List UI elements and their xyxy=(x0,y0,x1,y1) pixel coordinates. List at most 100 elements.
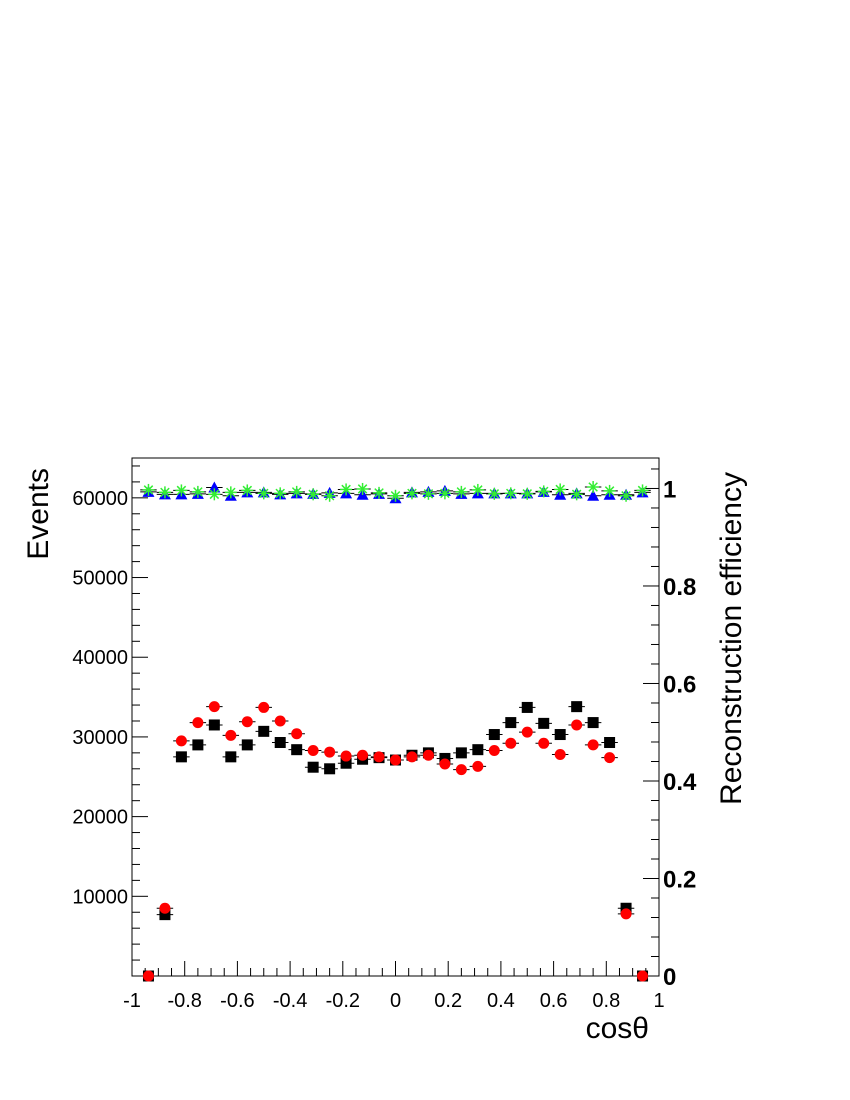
x-tick-label: -1 xyxy=(123,990,141,1012)
data-point-circle xyxy=(175,735,187,747)
data-point-star xyxy=(455,485,468,498)
x-tick-label: 0.6 xyxy=(540,990,568,1012)
data-point-circle xyxy=(406,751,418,763)
star-stroke xyxy=(604,486,615,496)
star-stroke xyxy=(357,484,368,494)
data-point-star xyxy=(191,485,204,498)
y-axis-right-title: Reconstruction efficiency xyxy=(715,472,748,805)
data-point-star xyxy=(570,488,583,501)
data-point-circle xyxy=(472,760,484,772)
data-point-star xyxy=(175,484,188,497)
y-left-tick-label: 10000 xyxy=(72,886,128,908)
data-point-circle xyxy=(422,749,434,761)
star-stroke xyxy=(341,484,351,495)
data-point-square xyxy=(538,717,550,729)
data-point-circle xyxy=(505,737,517,749)
data-point-star xyxy=(620,489,633,502)
y-left-tick-label: 20000 xyxy=(72,807,128,829)
x-tick-label: -0.2 xyxy=(326,990,360,1012)
data-point-square xyxy=(472,744,484,756)
data-point-circle xyxy=(538,737,550,749)
plot-frame xyxy=(131,457,660,977)
star-stroke xyxy=(621,491,631,501)
star-stroke xyxy=(571,489,582,500)
y-right-tick-label: 0.4 xyxy=(663,769,697,796)
y-left-tick-label: 50000 xyxy=(72,568,128,590)
data-point-star xyxy=(208,488,221,501)
data-point-star xyxy=(587,481,600,494)
x-tick-label: 0.8 xyxy=(592,990,620,1012)
star-stroke xyxy=(423,489,434,499)
data-point-circle xyxy=(324,746,336,758)
data-point-circle xyxy=(159,902,171,914)
data-point-star xyxy=(488,487,501,500)
data-point-star xyxy=(603,484,616,497)
y-left-tick-label: 60000 xyxy=(72,488,128,510)
data-point-star xyxy=(241,484,254,497)
data-point-square xyxy=(455,747,467,759)
star-stroke xyxy=(506,488,516,499)
data-point-star xyxy=(307,488,320,501)
data-point-star xyxy=(438,487,451,500)
data-point-circle xyxy=(620,908,632,920)
data-point-square xyxy=(175,751,187,763)
data-point-star xyxy=(554,483,567,496)
x-axis-title: cosθ xyxy=(586,1012,649,1045)
data-point-square xyxy=(521,701,533,713)
x-tick-label: 0.2 xyxy=(434,990,462,1012)
data-point-square xyxy=(340,757,352,769)
data-point-circle xyxy=(587,739,599,751)
star-stroke xyxy=(456,487,467,497)
data-point-star xyxy=(422,487,435,500)
star-stroke xyxy=(209,489,220,500)
data-point-triangle xyxy=(587,489,600,501)
data-point-circle xyxy=(439,758,451,770)
data-point-circle xyxy=(373,751,385,763)
data-point-circle xyxy=(455,764,467,776)
data-point-circle xyxy=(258,701,270,713)
data-point-circle xyxy=(488,744,500,756)
data-point-star xyxy=(356,482,369,495)
data-point-star xyxy=(224,486,237,499)
data-point-circle xyxy=(208,701,220,713)
data-point-square xyxy=(571,701,583,713)
y-right-tick-label: 0 xyxy=(663,964,676,991)
star-stroke xyxy=(637,485,648,496)
star-stroke xyxy=(176,485,187,496)
star-stroke xyxy=(308,489,318,500)
y-right-tick-label: 0.8 xyxy=(663,574,696,601)
star-stroke xyxy=(538,486,549,497)
data-point-square xyxy=(604,737,616,749)
data-point-circle xyxy=(291,728,303,740)
series-star xyxy=(140,481,651,502)
data-point-star xyxy=(142,483,155,496)
data-point-star xyxy=(504,487,517,500)
data-point-circle xyxy=(554,748,566,760)
data-point-circle xyxy=(340,750,352,762)
star-stroke xyxy=(193,487,203,497)
data-point-star xyxy=(471,483,484,496)
data-point-square xyxy=(274,737,286,749)
data-point-star xyxy=(323,489,336,502)
star-stroke xyxy=(588,482,598,492)
data-point-square xyxy=(620,902,632,914)
data-point-square xyxy=(439,752,451,764)
data-point-star xyxy=(373,486,386,499)
y-axis-left-title: Events xyxy=(22,468,55,560)
data-point-circle xyxy=(521,726,533,738)
data-point-square xyxy=(488,729,500,741)
data-point-square xyxy=(324,763,336,775)
data-point-star xyxy=(257,487,270,500)
data-point-square xyxy=(192,739,204,751)
star-stroke xyxy=(291,487,302,497)
star-stroke xyxy=(440,488,450,499)
data-point-circle xyxy=(241,716,253,728)
y-right-tick-label: 1 xyxy=(663,476,676,503)
star-stroke xyxy=(324,491,335,501)
data-point-circle xyxy=(357,749,369,761)
data-point-circle xyxy=(142,970,154,982)
star-stroke xyxy=(489,489,500,499)
data-point-square xyxy=(505,717,517,729)
y-right-tick-label: 0.2 xyxy=(663,866,696,893)
data-point-circle xyxy=(274,715,286,727)
